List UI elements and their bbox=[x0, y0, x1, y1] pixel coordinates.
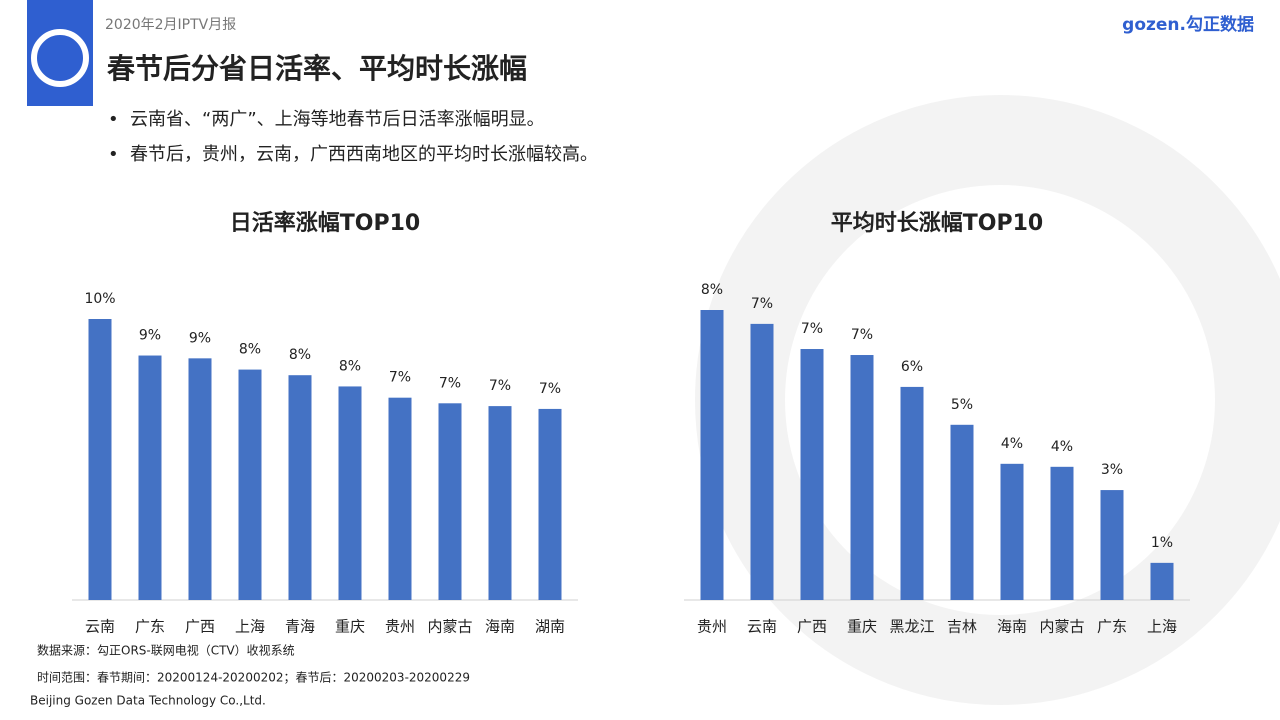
period-note: 时间范围：春节期间：20200124-20200202；春节后：20200203… bbox=[37, 671, 470, 685]
x-tick-label: 广西 bbox=[185, 618, 215, 636]
value-label: 8% bbox=[701, 282, 723, 298]
report-label: 2020年2月IPTV月报 bbox=[105, 17, 236, 33]
value-label: 9% bbox=[139, 328, 161, 344]
bar bbox=[850, 355, 874, 600]
bar bbox=[388, 397, 412, 600]
bar bbox=[488, 406, 512, 600]
x-tick-label: 海南 bbox=[997, 618, 1027, 636]
slide-title: 春节后分省日活率、平均时长涨幅 bbox=[107, 52, 527, 85]
source-note: 数据来源：勾正ORS-联网电视（CTV）收视系统 bbox=[37, 643, 295, 658]
x-tick-label: 重庆 bbox=[847, 618, 877, 636]
x-tick-label: 海南 bbox=[485, 618, 515, 636]
bar bbox=[700, 310, 724, 600]
value-label: 7% bbox=[539, 381, 561, 397]
x-tick-label: 贵州 bbox=[385, 618, 415, 636]
value-label: 7% bbox=[389, 370, 411, 386]
bar bbox=[438, 403, 462, 600]
bar bbox=[1000, 463, 1024, 600]
logo-g bbox=[31, 29, 89, 87]
x-tick-label: 云南 bbox=[85, 618, 115, 636]
bar bbox=[138, 355, 162, 600]
logo-block bbox=[27, 0, 93, 106]
x-tick-label: 重庆 bbox=[335, 618, 365, 636]
company: Beijing Gozen Data Technology Co.,Ltd. bbox=[30, 694, 266, 708]
x-tick-label: 云南 bbox=[747, 618, 777, 636]
x-tick-label: 内蒙古 bbox=[427, 618, 472, 636]
value-label: 1% bbox=[1151, 535, 1173, 551]
value-label: 4% bbox=[1051, 439, 1073, 455]
bar bbox=[900, 386, 924, 600]
chart-title: 平均时长涨幅TOP10 bbox=[831, 210, 1043, 236]
value-label: 7% bbox=[751, 296, 773, 312]
bar bbox=[800, 349, 824, 600]
value-label: 3% bbox=[1101, 462, 1123, 478]
value-label: 10% bbox=[84, 291, 115, 307]
bar bbox=[1050, 466, 1074, 600]
bullet-dot: • bbox=[108, 109, 119, 130]
value-label: 8% bbox=[339, 358, 361, 374]
bar bbox=[88, 319, 112, 600]
bullet-dot: • bbox=[108, 144, 119, 165]
value-label: 7% bbox=[851, 327, 873, 343]
bar bbox=[188, 358, 212, 600]
x-tick-label: 上海 bbox=[235, 618, 265, 636]
value-label: 8% bbox=[239, 342, 261, 358]
chart-title: 日活率涨幅TOP10 bbox=[230, 210, 420, 236]
x-tick-label: 湖南 bbox=[535, 618, 565, 636]
x-tick-label: 黑龙江 bbox=[889, 618, 934, 636]
bar bbox=[1100, 490, 1124, 600]
value-label: 5% bbox=[951, 397, 973, 413]
x-tick-label: 贵州 bbox=[697, 618, 727, 636]
watermark bbox=[695, 95, 1280, 705]
x-tick-label: 吉林 bbox=[947, 618, 977, 636]
value-label: 7% bbox=[439, 375, 461, 391]
x-tick-label: 青海 bbox=[285, 618, 315, 636]
x-tick-label: 广西 bbox=[797, 618, 827, 636]
value-label: 8% bbox=[289, 347, 311, 363]
brand-logo: gozen.勾正数据 bbox=[1122, 14, 1254, 35]
value-label: 6% bbox=[901, 359, 923, 375]
bullet: 云南省、“两广”、上海等地春节后日活率涨幅明显。 bbox=[130, 109, 545, 130]
bar bbox=[288, 375, 312, 600]
value-label: 7% bbox=[489, 378, 511, 394]
bar bbox=[750, 323, 774, 600]
value-label: 4% bbox=[1001, 436, 1023, 452]
value-label: 9% bbox=[189, 330, 211, 346]
bar bbox=[1150, 562, 1174, 600]
x-tick-label: 广东 bbox=[1097, 618, 1127, 636]
bar bbox=[238, 369, 262, 600]
bullet: 春节后，贵州，云南，广西西南地区的平均时长涨幅较高。 bbox=[130, 144, 598, 165]
bar bbox=[538, 408, 562, 600]
bar bbox=[338, 386, 362, 600]
x-tick-label: 上海 bbox=[1147, 618, 1177, 636]
bar bbox=[950, 424, 974, 600]
x-tick-label: 广东 bbox=[135, 618, 165, 636]
x-tick-label: 内蒙古 bbox=[1039, 618, 1084, 636]
value-label: 7% bbox=[801, 321, 823, 337]
